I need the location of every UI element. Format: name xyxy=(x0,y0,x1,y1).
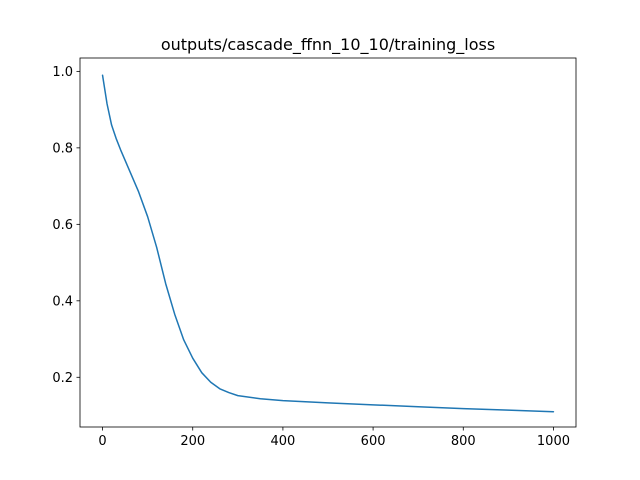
series-line-0 xyxy=(101,74,555,413)
x-tick-label: 200 xyxy=(180,434,205,449)
y-tick-label: 0.2 xyxy=(52,371,73,386)
x-tick-label: 800 xyxy=(451,434,476,449)
chart-title: outputs/cascade_ffnn_10_10/training_loss xyxy=(161,35,495,55)
y-tick-label: 0.4 xyxy=(52,294,73,309)
axes-frame xyxy=(79,57,577,428)
x-tick-label: 0 xyxy=(98,434,106,449)
x-tick-label: 400 xyxy=(270,434,295,449)
y-tick-label: 0.6 xyxy=(52,218,73,233)
y-tick-label: 0.8 xyxy=(52,141,73,156)
x-tick-label: 1000 xyxy=(537,434,570,449)
y-tick-label: 1.0 xyxy=(52,65,73,80)
plot-area: 0 200 400 600 800 1000 0.2 0.4 0.6 0.8 1.0 xyxy=(52,57,577,449)
x-tick-label: 600 xyxy=(361,434,386,449)
